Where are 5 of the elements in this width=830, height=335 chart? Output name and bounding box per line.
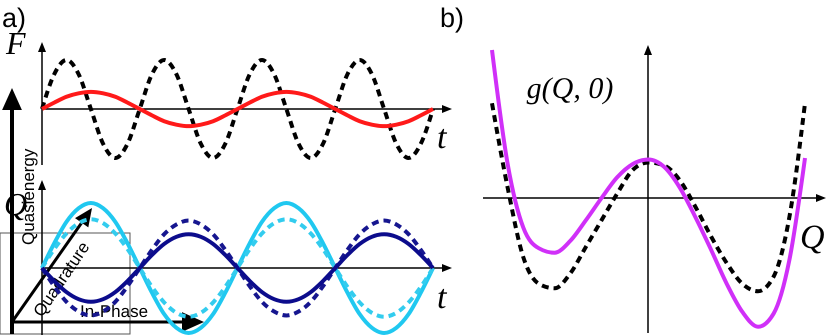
x-axis-title: t [437, 119, 448, 156]
x-axis-title: t [437, 279, 448, 316]
chart-title: b) [440, 3, 464, 33]
x-axis-title: Q [800, 219, 825, 256]
y-axis-title: g(Q, 0) [526, 72, 614, 105]
